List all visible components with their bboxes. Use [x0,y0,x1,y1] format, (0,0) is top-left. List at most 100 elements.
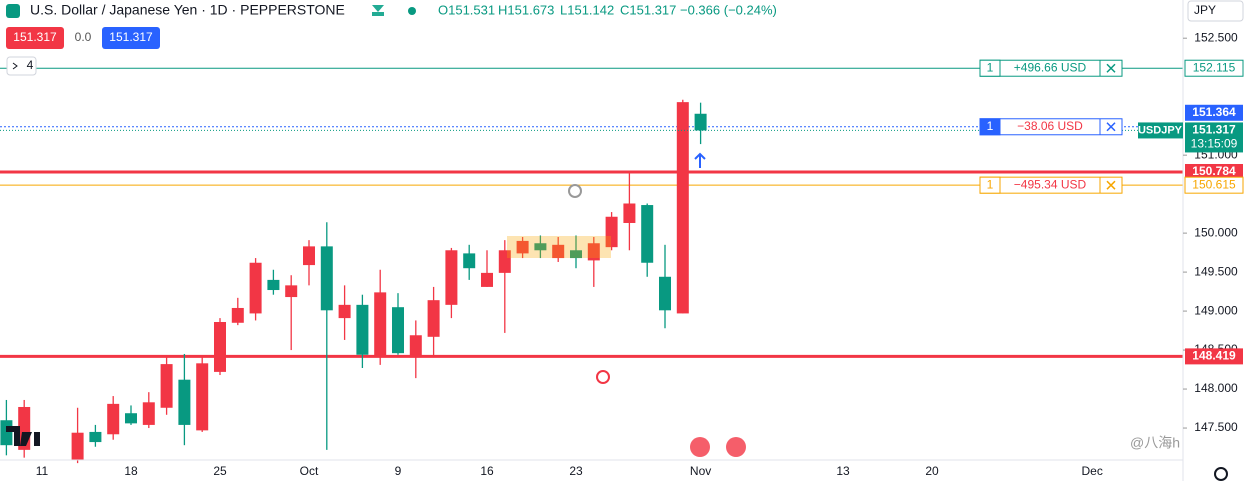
ohlc-open: O151.531 [438,2,495,17]
price-tag-label: 151.364 [1192,105,1236,119]
symbol-tag-box [1138,122,1183,139]
candle-body [267,279,280,291]
position-label[interactable]: 1 −495.34 USD [979,176,1123,194]
x-tick-label: 13 [836,464,850,478]
sell-button[interactable] [6,27,64,49]
price-tag [1185,104,1243,121]
price-tag-label: 150.615 [1192,177,1236,191]
candle-body [303,246,315,266]
event-flag[interactable] [690,437,710,457]
ohlc-low: L151.142 [560,2,614,17]
candle-body [142,402,155,425]
position-pnl: −495.34 USD [1014,177,1087,191]
candle-body [463,253,476,269]
position-pnl: +496.66 USD [1014,60,1087,74]
candle-body [605,216,618,248]
price-tag [1184,176,1244,194]
event-flag[interactable] [726,437,746,457]
position-qty: 1 [987,119,994,133]
position-qty-box [979,59,1001,77]
alarm-icon[interactable] [596,370,610,384]
x-tick-label: 23 [569,464,583,478]
candle-body [178,379,191,425]
y-tick-label: 149.000 [1194,303,1238,317]
candle-body [160,364,173,408]
price-tag-label: 150.784 [1192,164,1236,178]
position-qty: 1 [987,177,994,191]
candle-body [89,431,102,443]
candle-body [409,335,422,358]
candle-body [374,292,387,358]
x-tick-label: 11 [36,464,49,478]
symbol-icon [6,4,20,18]
candle-body [676,102,689,314]
candle-body [516,240,529,254]
candle-body [338,304,351,319]
spread: 0.0 [75,30,92,44]
y-tick-label: 152.500 [1194,30,1238,44]
position-qty-box [979,118,1001,136]
x-tick-label: 20 [925,464,939,478]
candle-body [214,322,226,372]
position-qty-box [979,176,1001,194]
status-dot [408,7,416,15]
x-tick-label: Oct [300,464,319,478]
candle-body [694,113,707,131]
price-tag [1185,163,1243,180]
arrow-icon [694,152,706,168]
candle-body [71,432,84,460]
candle-body [445,250,458,305]
countdown: 13:15:09 [1191,137,1238,151]
indicator-count[interactable]: 4 [27,58,34,72]
candle-body [125,413,137,424]
position-pnl: −38.06 USD [1017,119,1083,133]
position-label[interactable]: 1 +496.66 USD [979,59,1123,77]
currency-button[interactable] [1187,0,1244,22]
candle-body [107,403,120,435]
candle-body [196,363,209,431]
indicator-toggle[interactable] [6,56,37,76]
x-tick-label: Dec [1082,464,1103,478]
ohlc-high: H151.673 [498,2,554,17]
buy-price[interactable]: 151.317 [109,30,153,44]
x-tick-label: 9 [395,464,402,478]
chevron-icon [12,62,18,70]
close-icon[interactable] [1106,122,1116,132]
ohlc-close: C151.317 [620,2,676,17]
x-tick-label: 16 [480,464,494,478]
candle-body [587,243,600,261]
x-tick-label: Nov [690,464,711,478]
x-tick-label: 18 [124,464,138,478]
candle-body [427,300,440,337]
price-tag [1184,59,1244,77]
y-tick-label: 149.500 [1194,264,1238,278]
candle-body [659,276,671,311]
candle-body [231,307,244,323]
alarm-icon[interactable] [568,184,582,198]
candle-body [641,205,654,263]
close-icon[interactable] [1106,63,1116,73]
settings-icon[interactable] [1214,467,1228,481]
currency[interactable]: JPY [1194,3,1216,17]
flag-icon[interactable] [372,5,384,16]
candle-body [320,246,333,311]
candle-body [534,243,547,251]
close-icon[interactable] [1106,180,1116,190]
price-tag-label: 148.419 [1192,349,1236,363]
candle-body [498,250,511,273]
candle-body [392,307,404,354]
highlight-box[interactable] [507,236,611,258]
y-tick-label: 150.000 [1194,225,1238,239]
x-tick-label: 25 [213,464,227,478]
candle-body [0,420,13,446]
position-label[interactable]: 1 −38.06 USD [979,118,1123,136]
candle-body [285,285,298,298]
symbol-title[interactable]: U.S. Dollar / Japanese Yen · 1D · PEPPER… [30,2,345,18]
candle-body [356,304,369,355]
symbol-tag: USDJPY [1138,124,1183,136]
ohlc-change: −0.366 (−0.24%) [680,2,777,17]
buy-button[interactable] [102,27,160,49]
sell-price[interactable]: 151.317 [13,30,57,44]
